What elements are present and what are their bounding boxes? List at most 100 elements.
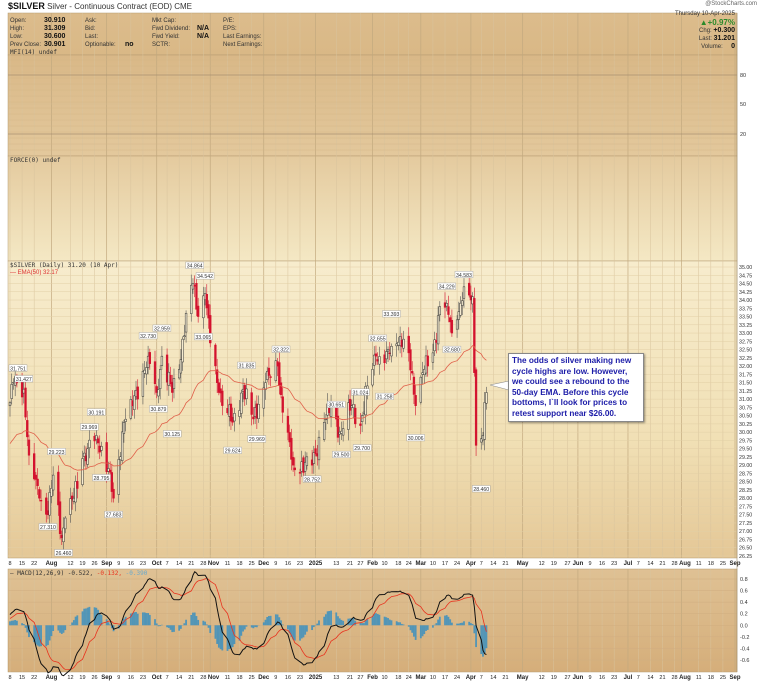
macd-histogram-bar: [57, 625, 60, 631]
macd-histogram-bar: [290, 625, 293, 638]
macd-histogram-bar: [421, 625, 424, 637]
date-tick-label: 16: [599, 561, 605, 567]
macd-histogram-bar: [433, 624, 436, 626]
pivot-label-box: [442, 345, 462, 353]
candle-body: [264, 382, 267, 390]
candle-body: [24, 387, 27, 418]
macd-histogram-bar: [250, 625, 253, 628]
candle-body: [233, 413, 236, 422]
date-tick-label: 18: [237, 675, 243, 681]
eps-label: EPS:: [223, 26, 237, 32]
date-tick-label: Sep: [101, 675, 112, 681]
date-tick-label: 17: [442, 675, 448, 681]
quote-summary: Thursday 10-Apr-2025 ▲+0.97% Chg: +0.300…: [675, 10, 735, 51]
pivot-label: 28.460: [473, 487, 489, 493]
pivot-label: 32.730: [140, 334, 156, 340]
price-axis-label: 27.00: [739, 529, 752, 535]
date-tick-label: 23: [140, 675, 146, 681]
pivot-label: 31.024: [352, 390, 368, 396]
candle-body: [378, 356, 381, 365]
macd-histogram-bar: [457, 623, 460, 626]
macd-histogram-bar: [36, 625, 39, 646]
macd-histogram-bar: [362, 623, 365, 626]
macd-histogram-bar: [395, 621, 398, 626]
macd-histogram-bar: [451, 622, 453, 626]
macd-histogram-bar: [205, 624, 208, 626]
date-tick-label: 16: [128, 561, 134, 567]
macd-histogram-bar: [482, 625, 484, 657]
macd-histogram-bar: [378, 614, 381, 626]
pivot-label-box: [8, 364, 28, 372]
candle-body: [461, 300, 464, 306]
date-tick-label: 14: [176, 561, 182, 567]
candle-body: [462, 286, 466, 299]
candle-body: [336, 415, 340, 438]
candle-body: [121, 431, 124, 461]
macd-histogram-bar: [483, 625, 486, 654]
macd-histogram-bar: [299, 625, 301, 641]
price-axis-label: 27.25: [739, 521, 752, 527]
macd-histogram-bar: [318, 620, 320, 626]
volume-label: Volume:: [701, 44, 723, 50]
macd-histogram-bar: [129, 613, 132, 626]
candle-body: [50, 488, 53, 497]
macd-histogram-bar: [254, 625, 257, 628]
macd-axis-label: 0.8: [740, 577, 748, 583]
candle-body: [483, 402, 486, 440]
low-value: 30.600: [44, 33, 66, 40]
price-axis-label: 26.75: [739, 537, 752, 543]
candle-body: [124, 418, 127, 422]
low-label: Low:: [10, 34, 23, 40]
candle-body: [323, 421, 326, 440]
candle-body: [385, 351, 388, 360]
macd-histogram-bar: [34, 625, 37, 645]
date-tick-label: 21: [502, 675, 508, 681]
candle-body: [269, 376, 272, 378]
high-value: 31.309: [44, 25, 66, 32]
date-tick-label: 28: [672, 675, 678, 681]
macd-histogram-bar: [197, 619, 200, 626]
date-tick-label: 21: [188, 675, 194, 681]
candle-body: [105, 442, 108, 472]
macd-histogram-bar: [338, 618, 341, 626]
sctr-label: SCTR:: [152, 42, 170, 48]
candle-body: [252, 416, 255, 420]
date-tick-label: 18: [708, 561, 714, 567]
candle-body: [215, 369, 219, 383]
candle-body: [449, 317, 452, 323]
pivot-label: 27.683: [106, 513, 122, 519]
axes: 8 15 22 Aug 12 19 26 Sep 9 16 23 Oct 7 14 21 28 Nov 11 18 2…: [9, 13, 752, 681]
macd-histogram-bar: [14, 619, 17, 626]
date-tick-label: 9: [117, 675, 120, 681]
candle-body: [48, 492, 51, 516]
price-axis-label: 27.75: [739, 504, 752, 510]
pivot-label: 33.065: [195, 335, 211, 341]
macd-histogram-bar: [209, 625, 212, 633]
callout-pointer: [490, 380, 510, 391]
candle-body: [52, 474, 55, 491]
pivot-label-box: [406, 434, 425, 442]
price-axis-label: 34.00: [739, 298, 752, 304]
macd-histogram-bar: [110, 625, 113, 629]
date-tick-label: 11: [225, 561, 231, 567]
macd-histogram-bar: [383, 616, 386, 626]
pivot-label-box: [368, 334, 387, 342]
macd-histogram-bar: [52, 625, 55, 631]
candle-body: [74, 481, 77, 503]
candle-body: [169, 374, 172, 385]
pivot-label: 31.751: [10, 366, 26, 372]
date-tick-label: Oct: [152, 675, 162, 681]
macd-histogram-bar: [204, 621, 206, 626]
macd-axis-label: 0.4: [740, 600, 748, 606]
date-tick-label: 7: [637, 561, 640, 567]
date-tick-label: 24: [406, 675, 412, 681]
macd-histogram-bar: [485, 625, 488, 649]
fwd-dividend-label: Fwd Dividend:: [152, 26, 191, 32]
macd-histogram-bar: [390, 620, 393, 626]
candle-body: [298, 471, 302, 474]
candle-body: [281, 396, 284, 413]
pivot-label-box: [152, 324, 172, 332]
candle-body: [450, 319, 454, 334]
macd-axis-label: -0.4: [740, 646, 749, 652]
symbol-description: Silver - Continuous Contract (EOD) CME: [47, 2, 193, 11]
